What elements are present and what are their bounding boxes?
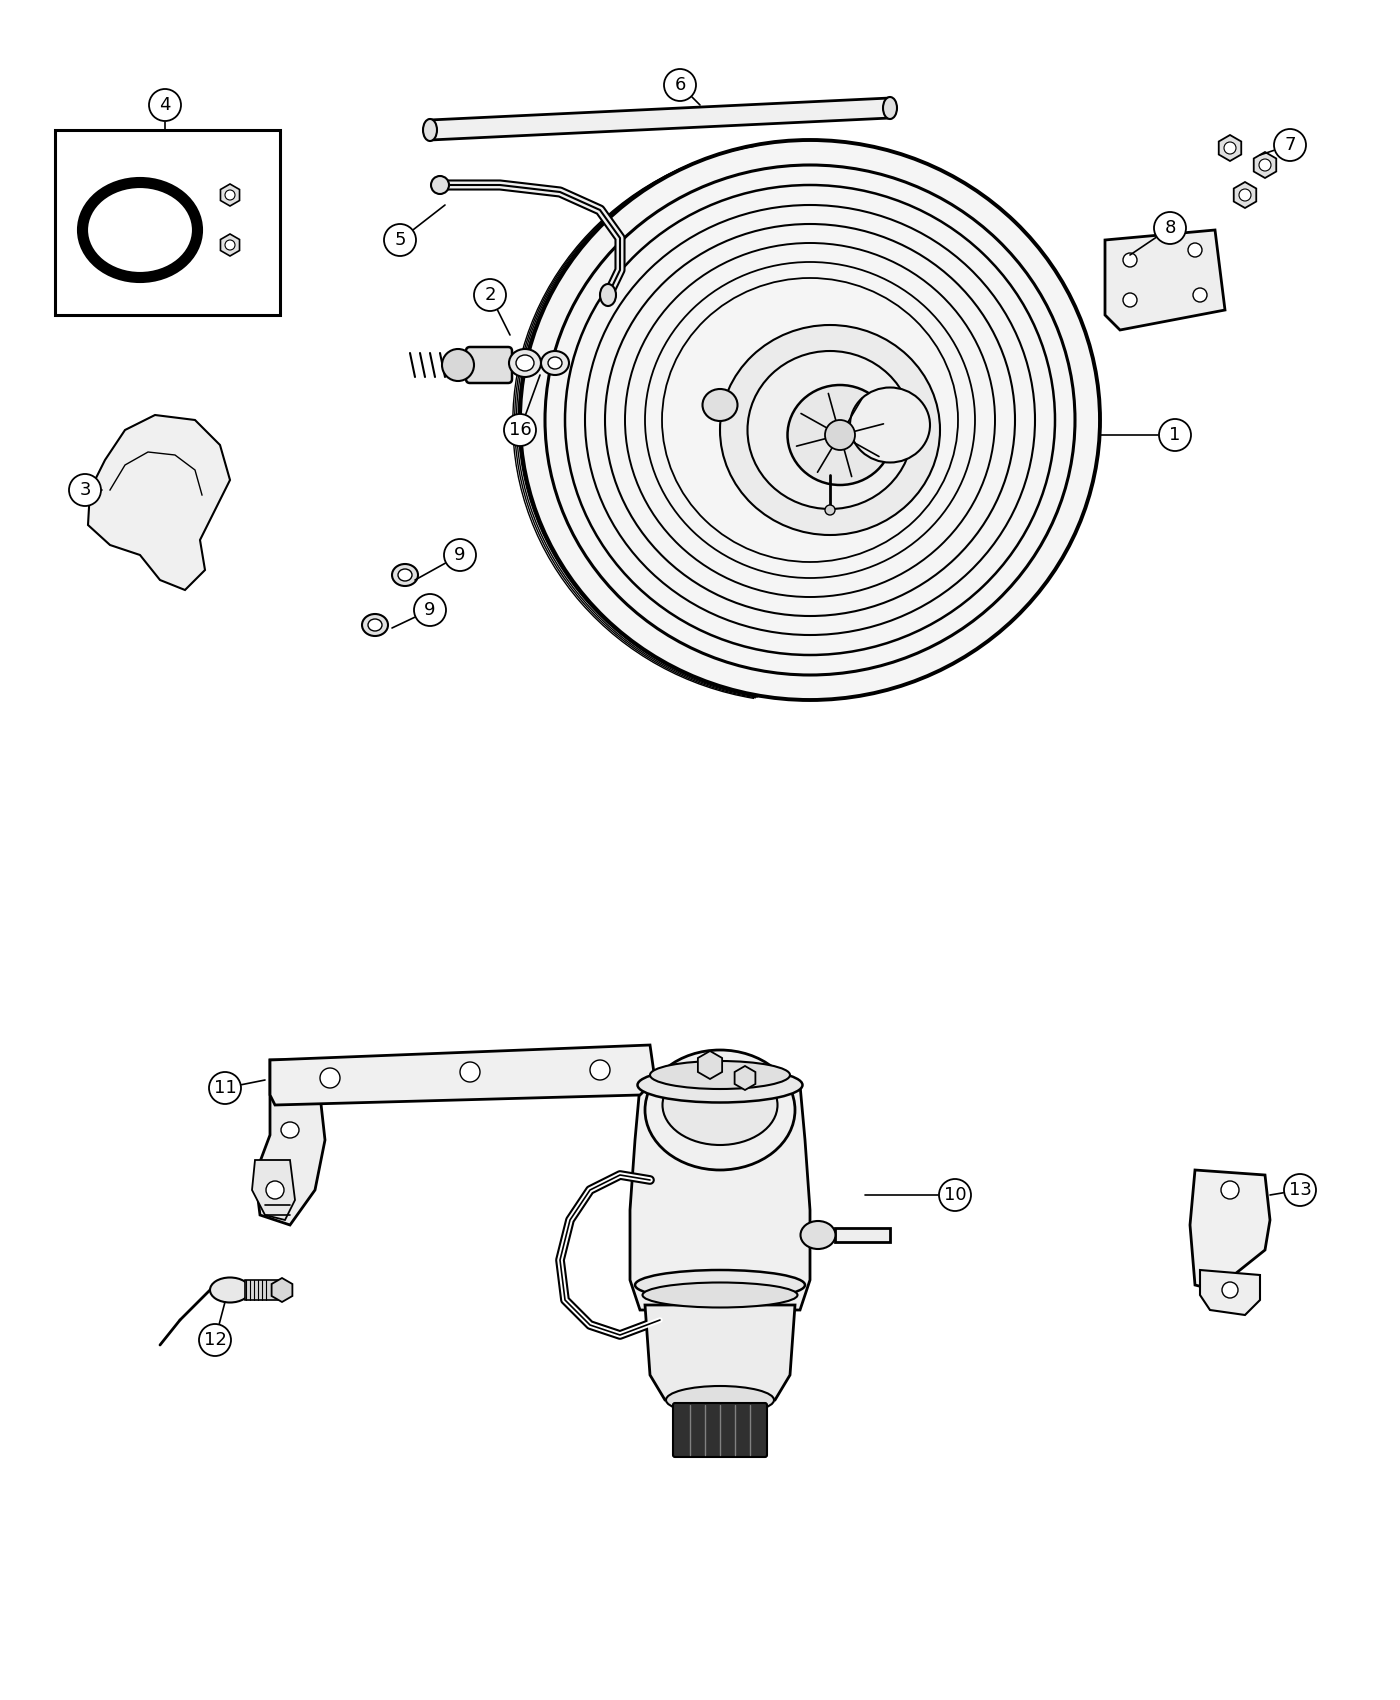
Text: 9: 9	[424, 602, 435, 619]
Circle shape	[148, 88, 181, 121]
Ellipse shape	[703, 389, 738, 422]
Ellipse shape	[517, 355, 533, 371]
Circle shape	[69, 474, 101, 507]
Circle shape	[444, 539, 476, 571]
Text: 10: 10	[944, 1187, 966, 1204]
Ellipse shape	[787, 384, 893, 484]
Circle shape	[1189, 243, 1203, 257]
Circle shape	[1239, 189, 1252, 201]
Text: 11: 11	[214, 1080, 237, 1096]
Bar	[245, 1280, 280, 1300]
Circle shape	[1123, 292, 1137, 308]
Circle shape	[1224, 143, 1236, 155]
Ellipse shape	[650, 1061, 790, 1090]
Circle shape	[1284, 1175, 1316, 1205]
Ellipse shape	[720, 325, 939, 536]
Ellipse shape	[510, 348, 540, 377]
Circle shape	[431, 177, 449, 194]
Text: 5: 5	[395, 231, 406, 248]
Circle shape	[825, 505, 834, 515]
Ellipse shape	[519, 139, 1100, 700]
Polygon shape	[834, 1227, 890, 1243]
Ellipse shape	[883, 97, 897, 119]
Circle shape	[266, 1182, 284, 1198]
Text: 6: 6	[675, 76, 686, 94]
Circle shape	[1259, 160, 1271, 172]
Circle shape	[939, 1180, 972, 1210]
Ellipse shape	[540, 350, 568, 376]
Ellipse shape	[368, 619, 382, 631]
Polygon shape	[630, 1085, 811, 1311]
Circle shape	[321, 1068, 340, 1088]
Text: 9: 9	[454, 546, 466, 564]
Circle shape	[1159, 418, 1191, 450]
Text: 16: 16	[508, 422, 532, 439]
Ellipse shape	[423, 119, 437, 141]
Circle shape	[225, 240, 235, 250]
Ellipse shape	[801, 1221, 836, 1250]
Ellipse shape	[363, 614, 388, 636]
Text: 1: 1	[1169, 427, 1180, 444]
Circle shape	[504, 415, 536, 445]
Ellipse shape	[398, 570, 412, 581]
Ellipse shape	[210, 1277, 251, 1302]
Polygon shape	[270, 1046, 655, 1105]
Circle shape	[589, 1061, 610, 1080]
Ellipse shape	[547, 357, 561, 369]
Ellipse shape	[643, 1282, 798, 1307]
Circle shape	[442, 348, 475, 381]
Circle shape	[1154, 212, 1186, 245]
Ellipse shape	[91, 190, 189, 269]
FancyBboxPatch shape	[466, 347, 512, 382]
Circle shape	[475, 279, 505, 311]
Polygon shape	[1190, 1170, 1270, 1290]
Text: 4: 4	[160, 95, 171, 114]
Text: 7: 7	[1284, 136, 1296, 155]
Text: 3: 3	[80, 481, 91, 500]
Polygon shape	[252, 1159, 295, 1221]
Polygon shape	[1200, 1270, 1260, 1316]
Polygon shape	[645, 1306, 795, 1401]
Circle shape	[1193, 287, 1207, 303]
Text: 12: 12	[203, 1331, 227, 1350]
Ellipse shape	[850, 388, 930, 462]
Ellipse shape	[637, 1068, 802, 1103]
Circle shape	[225, 190, 235, 201]
Ellipse shape	[636, 1270, 805, 1301]
Ellipse shape	[662, 1064, 777, 1146]
Ellipse shape	[281, 1122, 300, 1137]
Text: 8: 8	[1165, 219, 1176, 236]
Polygon shape	[1105, 230, 1225, 330]
Ellipse shape	[748, 350, 913, 508]
Bar	[55, 129, 280, 314]
Text: 13: 13	[1288, 1182, 1312, 1198]
Circle shape	[1123, 253, 1137, 267]
Circle shape	[664, 70, 696, 100]
Circle shape	[1221, 1182, 1239, 1198]
Circle shape	[209, 1073, 241, 1103]
Circle shape	[414, 593, 447, 626]
Circle shape	[384, 224, 416, 257]
Polygon shape	[88, 415, 230, 590]
Ellipse shape	[645, 1051, 795, 1170]
Circle shape	[199, 1324, 231, 1357]
Circle shape	[1274, 129, 1306, 162]
Circle shape	[1222, 1282, 1238, 1299]
Ellipse shape	[666, 1386, 774, 1414]
Circle shape	[825, 420, 855, 450]
Ellipse shape	[601, 284, 616, 306]
Circle shape	[461, 1062, 480, 1081]
Polygon shape	[255, 1061, 325, 1226]
Polygon shape	[430, 99, 890, 139]
FancyBboxPatch shape	[673, 1402, 767, 1457]
Text: 2: 2	[484, 286, 496, 304]
Ellipse shape	[392, 564, 419, 586]
